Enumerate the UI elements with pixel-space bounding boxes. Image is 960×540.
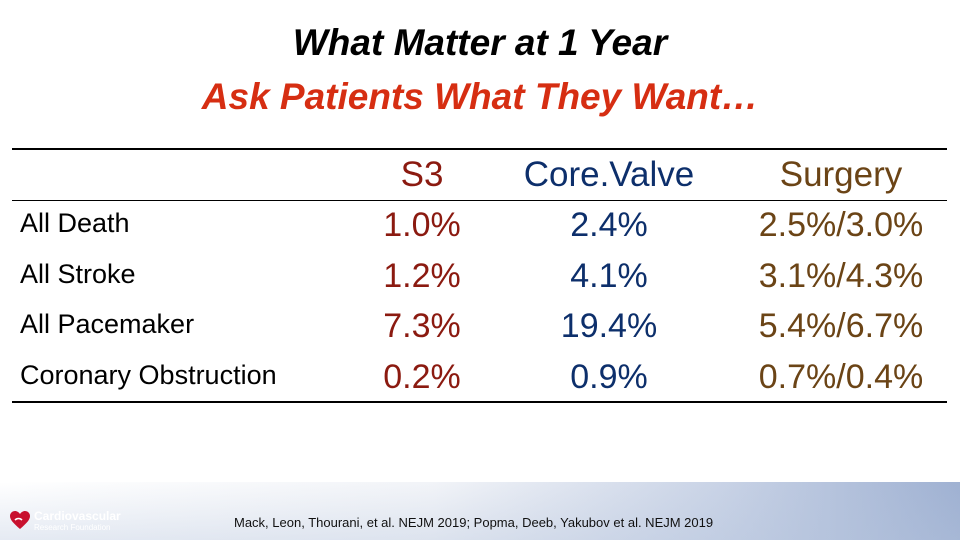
row-label-all-death: All Death (20, 208, 130, 238)
cell-stroke-corevalve: 4.1% (570, 257, 648, 295)
cell-obstruction-corevalve: 0.9% (570, 358, 648, 396)
cell-stroke-surgery: 3.1%/4.3% (758, 257, 924, 295)
table-header-rule (12, 200, 947, 201)
logo-name: Cardiovascular (34, 509, 121, 523)
slide-title: What Matter at 1 Year (292, 22, 668, 63)
cell-obstruction-s3: 0.2% (383, 358, 461, 396)
cell-obstruction-surgery: 0.7%/0.4% (758, 358, 924, 396)
cell-pacemaker-surgery: 5.4%/6.7% (758, 307, 924, 345)
heart-icon (10, 511, 30, 529)
row-label-coronary-obstruction: Coronary Obstruction (20, 360, 277, 390)
cell-pacemaker-s3: 7.3% (383, 307, 461, 345)
table-top-rule (12, 148, 947, 150)
footer-bar (0, 482, 960, 540)
citation-text: Mack, Leon, Thourani, et al. NEJM 2019; … (234, 515, 714, 530)
cell-death-s3: 1.0% (383, 206, 461, 244)
cell-stroke-s3: 1.2% (383, 257, 461, 295)
row-label-all-pacemaker: All Pacemaker (20, 309, 195, 339)
row-label-all-stroke: All Stroke (20, 259, 136, 289)
column-header-s3: S3 (400, 155, 444, 194)
cell-death-surgery: 2.5%/3.0% (758, 206, 924, 244)
table-bottom-rule (12, 401, 947, 403)
crf-logo: Cardiovascular Research Foundation (8, 508, 148, 536)
cell-death-corevalve: 2.4% (570, 206, 648, 244)
column-header-surgery: Surgery (779, 155, 903, 194)
slide-subtitle: Ask Patients What They Want… (201, 76, 759, 117)
logo-subname: Research Foundation (34, 523, 111, 532)
cell-pacemaker-corevalve: 19.4% (560, 307, 658, 345)
column-header-corevalve: Core.Valve (523, 155, 695, 194)
